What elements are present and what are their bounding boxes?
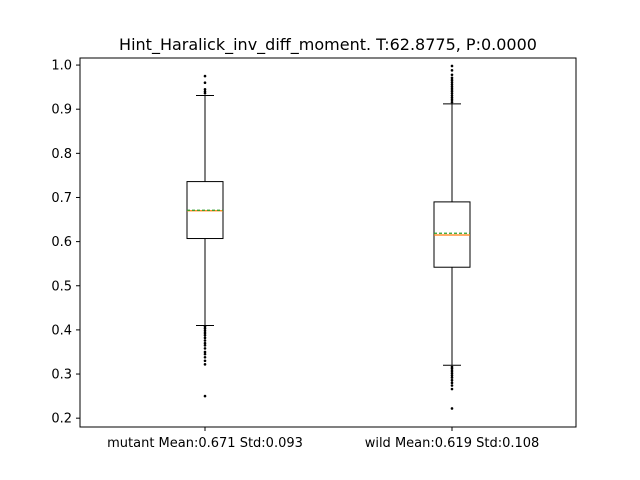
outlier-point [450,69,454,72]
outlier-point [203,359,207,363]
outlier-point [450,73,454,77]
outlier-point [203,347,207,350]
y-tick-label: 0.8 [51,147,72,162]
outlier-point [450,374,454,377]
outlier-point [203,81,207,85]
outlier-point [203,339,207,342]
axes-frame [79,57,577,428]
outlier-point [450,64,454,68]
outlier-point [450,98,454,102]
outlier-point [450,369,454,373]
plot-area: 0.2 0.3 0.4 0.5 0.6 0.7 0.8 0.9 1.0 mutant Mean:0… [51,59,539,451]
y-tick-label: 0.6 [51,235,72,250]
outlier-point [450,85,454,88]
outlier-point [203,336,207,340]
outlier-point [203,394,207,398]
outlier-point [450,100,454,104]
x-tick-label: mutant Mean:0.671 Std:0.093 [107,436,303,451]
outlier-point [203,363,207,366]
y-tick-label: 0.3 [51,368,72,383]
outlier-point [203,350,207,354]
outlier-point [203,90,207,93]
y-tick-label: 0.2 [51,412,72,427]
outlier-point [203,355,207,359]
outlier-point [450,76,454,80]
outlier-point [203,327,207,330]
outlier-point [450,367,454,371]
outlier-point [450,96,454,100]
chart-title: Hint_Haralick_inv_diff_moment. T:62.8775… [119,35,537,55]
outlier-point [203,352,207,356]
outlier-point [450,387,454,391]
y-tick-label: 0.7 [51,191,72,206]
outlier-point [203,329,207,333]
outlier-point [450,78,454,82]
y-tick-label: 0.5 [51,279,72,294]
y-tick-label: 0.4 [51,323,72,338]
y-tick-label: 1.0 [51,59,72,74]
outlier-point [450,376,454,379]
outlier-point [203,88,207,91]
outlier-point [450,92,454,95]
outlier-point [450,407,454,410]
outlier-point [203,341,207,345]
outlier-point [203,74,207,78]
outlier-point [450,381,454,385]
x-tick-label: wild Mean:0.619 Std:0.108 [365,436,540,451]
outlier-point [450,371,454,375]
y-tick-label: 0.9 [51,103,72,118]
outlier-point [450,87,454,91]
outlier-point [203,344,207,347]
outlier-point [450,89,454,93]
outlier-point [203,333,207,337]
outlier-point [450,378,454,382]
outlier-point [450,94,454,97]
outlier-point [450,384,454,387]
outlier-point [450,83,454,86]
outlier-point [450,80,454,84]
outlier-point [203,331,207,335]
